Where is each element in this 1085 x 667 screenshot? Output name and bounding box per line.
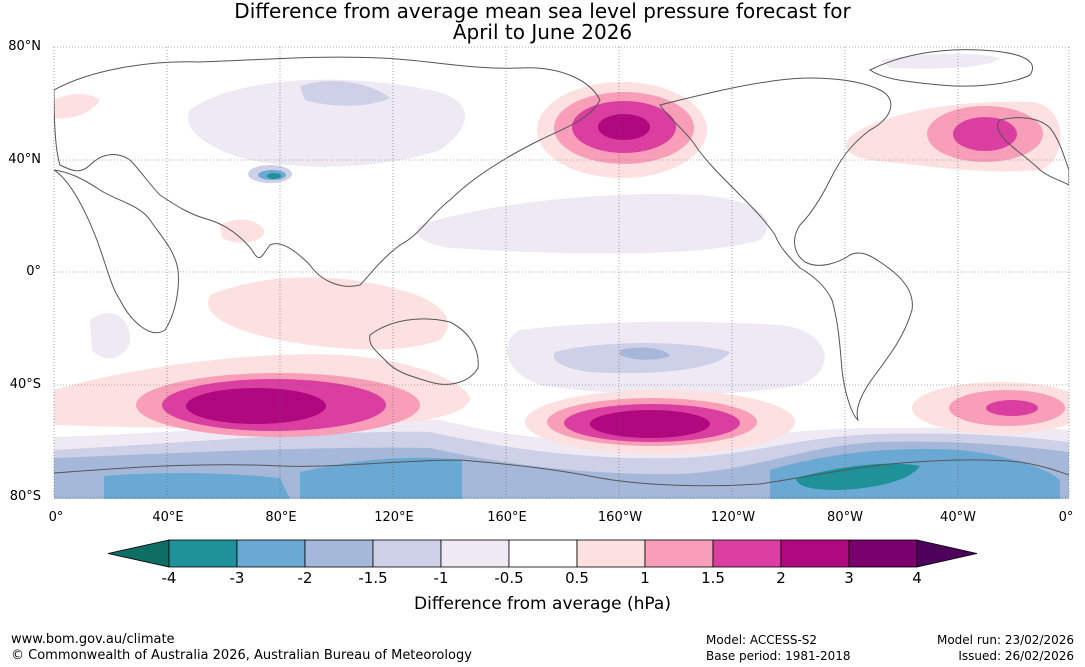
south-pacific-weak-negative [90, 312, 825, 395]
lon-label-120w: 120°W [710, 510, 756, 525]
coastlines [54, 49, 1069, 487]
colorbar-segment [576, 539, 646, 568]
colorbar-extend-low [107, 539, 170, 568]
colorbar-segment [304, 539, 374, 568]
model-name: Model: ACCESS-S2 [706, 633, 818, 647]
lat-label-80s: 80°S [9, 489, 41, 504]
northern-weak-negative [188, 53, 1000, 254]
indian-ocean-weak-positive [208, 219, 448, 350]
copyright-text: © Commonwealth of Australia 2026, Austra… [11, 648, 472, 663]
south-atlantic-high-anomaly [912, 382, 1069, 434]
cb-tick-neg0-5: -0.5 [494, 569, 524, 587]
lat-label-40n: 40°N [8, 152, 41, 167]
north-pacific-high-anomaly [537, 82, 707, 178]
cb-tick-neg1-5: -1.5 [358, 569, 388, 587]
colorbar-segment [168, 539, 238, 568]
colorbar-segment [780, 539, 850, 568]
lon-label-0-west: 0° [48, 510, 64, 525]
lat-label-0: 0° [26, 264, 41, 279]
lon-label-40e: 40°E [152, 510, 184, 525]
cb-tick-neg4: -4 [161, 569, 177, 587]
cb-tick-neg1: -1 [433, 569, 449, 587]
colorbar-segment [848, 539, 918, 568]
model-run-date: Model run: 23/02/2026 [936, 633, 1074, 647]
colorbar-label: Difference from average (hPa) [414, 594, 671, 614]
cb-tick-neg2: -2 [297, 569, 313, 587]
colorbar-segment [712, 539, 782, 568]
anomaly-field [54, 46, 1069, 499]
colorbar-segment [644, 539, 714, 568]
lon-label-120e: 120°E [374, 510, 414, 525]
southern-indian-high-anomaly [54, 354, 470, 437]
cb-tick-3: 3 [844, 569, 854, 587]
cb-tick-2: 2 [776, 569, 786, 587]
colorbar-segment [372, 539, 442, 568]
lon-label-0-east: 0° [1058, 510, 1074, 525]
chart-title-line2: April to June 2026 [452, 20, 633, 44]
cb-tick-1: 1 [640, 569, 650, 587]
cb-tick-neg3: -3 [229, 569, 245, 587]
graticule [53, 46, 1070, 498]
chart-title-line1: Difference from average mean sea level p… [234, 0, 851, 23]
lon-label-160w: 160°W [597, 510, 643, 525]
issued-date: Issued: 26/02/2026 [958, 649, 1074, 663]
colorbar-segment [508, 539, 578, 568]
cb-tick-4: 4 [912, 569, 922, 587]
lon-label-160e: 160°E [487, 510, 527, 525]
colorbar-segment [236, 539, 306, 568]
colorbar-extend-high [916, 539, 978, 568]
colorbar-segment [440, 539, 510, 568]
cb-tick-0-5: 0.5 [565, 569, 589, 587]
lon-label-80e: 80°E [265, 510, 297, 525]
lon-label-80w: 80°W [827, 510, 863, 525]
base-period: Base period: 1981-2018 [706, 649, 851, 663]
lon-label-40w: 40°W [940, 510, 976, 525]
lat-label-80n: 80°N [8, 39, 41, 54]
antarctic-low-anomaly [54, 420, 1069, 499]
tibetan-low-anomaly [248, 165, 292, 183]
website-link[interactable]: www.bom.gov.au/climate [11, 632, 175, 647]
colorbar [107, 539, 978, 568]
cb-tick-1-5: 1.5 [701, 569, 725, 587]
lat-label-40s: 40°S [9, 377, 41, 392]
southern-pacific-high-anomaly [525, 390, 795, 454]
